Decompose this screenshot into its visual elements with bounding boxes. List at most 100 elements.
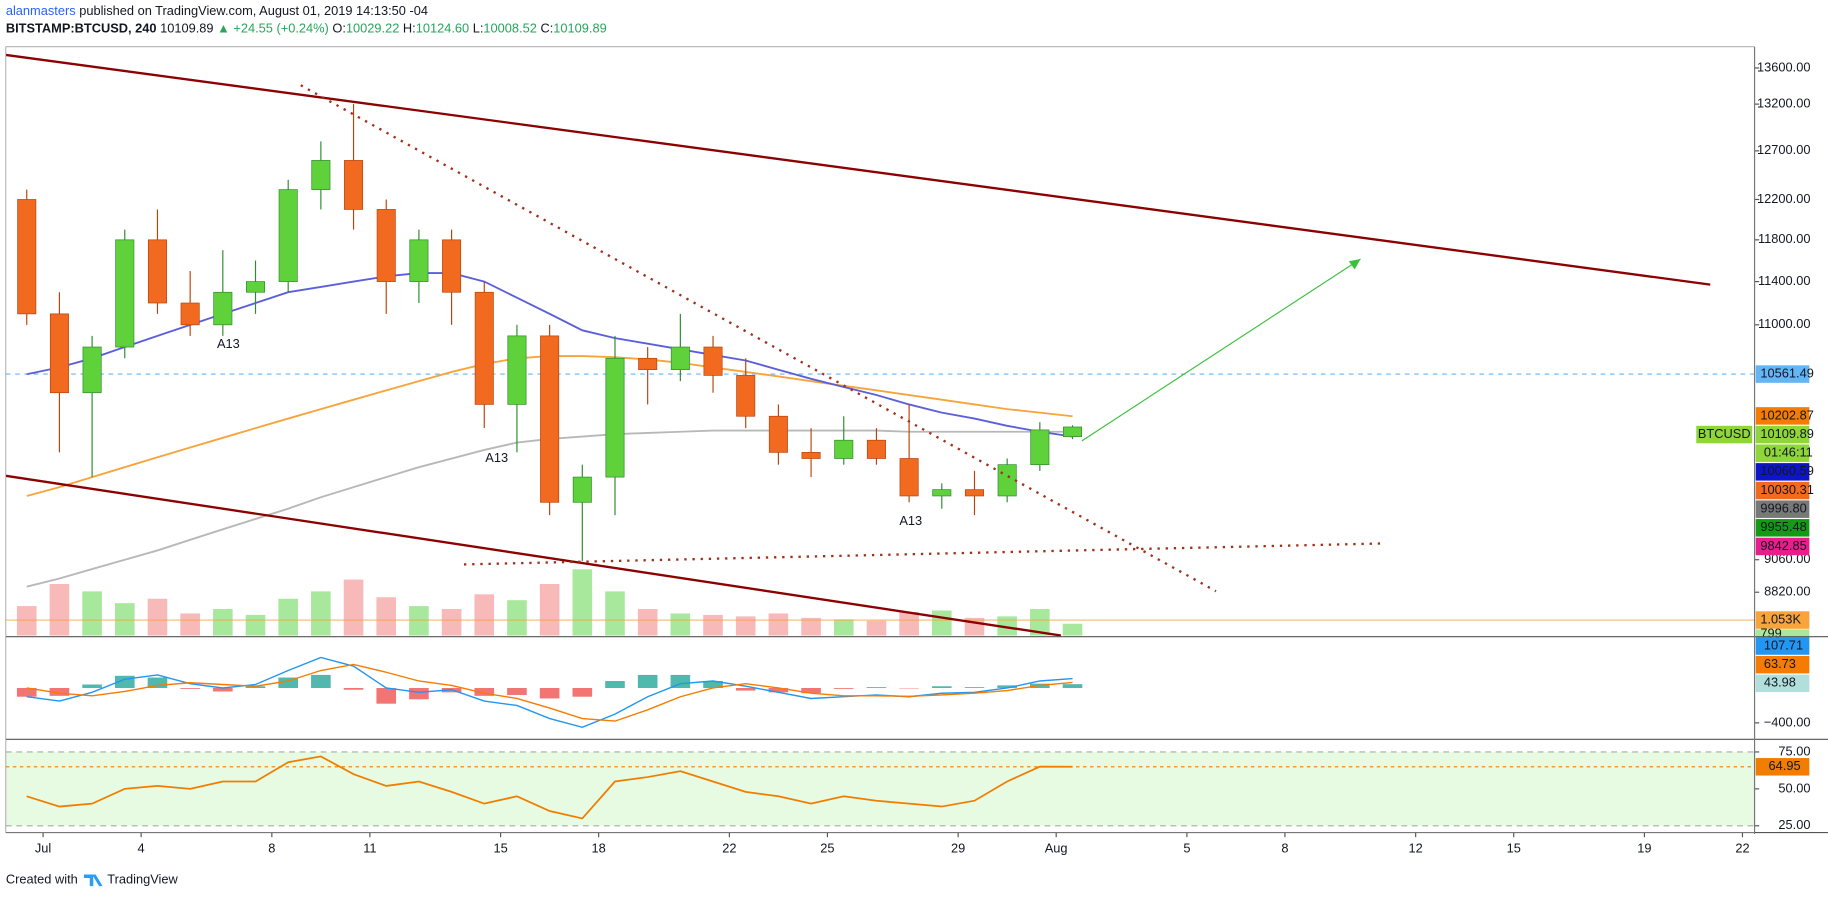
symbol-box bbox=[1696, 425, 1753, 444]
macd-histogram-bar bbox=[735, 687, 756, 691]
x-tick-label: 18 bbox=[592, 840, 606, 855]
candle-body bbox=[1030, 429, 1050, 466]
volume-bar bbox=[572, 569, 593, 636]
rsi-line bbox=[26, 755, 1073, 820]
moving-average bbox=[26, 272, 1073, 438]
volume-bar bbox=[801, 617, 821, 636]
x-tick-label: 22 bbox=[1735, 840, 1749, 855]
volume-bar bbox=[82, 591, 102, 636]
macd-histogram-bar bbox=[278, 677, 298, 688]
volume-bar bbox=[147, 598, 168, 636]
volume-bar bbox=[441, 609, 462, 636]
x-tick-label: Aug bbox=[1045, 840, 1068, 855]
volume-bar bbox=[343, 579, 364, 636]
c-label: C: bbox=[540, 21, 553, 36]
price-label-box bbox=[1755, 519, 1810, 537]
volume-bar bbox=[605, 591, 625, 636]
candle-body bbox=[507, 335, 527, 405]
macd-histogram-bar bbox=[833, 687, 854, 689]
candle-body bbox=[17, 199, 37, 315]
price-label-box bbox=[1755, 500, 1810, 518]
footer-brand[interactable]: TradingView bbox=[107, 872, 178, 887]
macd-histogram-bar bbox=[605, 681, 625, 688]
candle-body bbox=[474, 291, 494, 405]
volume-bar bbox=[474, 594, 495, 636]
candle-body bbox=[997, 464, 1017, 497]
volume-bar bbox=[931, 610, 952, 636]
volume-ma-box bbox=[1755, 611, 1810, 629]
volume-bar bbox=[768, 613, 789, 636]
macd-histogram-bar bbox=[866, 687, 887, 688]
candle-body bbox=[409, 239, 429, 282]
price-label: 9955.48 bbox=[1760, 519, 1806, 534]
x-tick-label: 29 bbox=[951, 840, 965, 855]
x-tick-label: 25 bbox=[820, 840, 834, 855]
countdown: 01:46:11 bbox=[1764, 445, 1813, 460]
volume-bar bbox=[997, 616, 1017, 636]
volume-ma-label: 1.053K bbox=[1760, 611, 1801, 626]
last: 10109.89 bbox=[160, 21, 213, 36]
rsi-value-label: 64.95 bbox=[1769, 758, 1801, 773]
macd-histogram-bar bbox=[670, 674, 691, 688]
volume-bar bbox=[376, 597, 397, 636]
macd-histogram-bar bbox=[572, 687, 593, 697]
candle-body bbox=[572, 476, 592, 503]
brand-logo bbox=[83, 874, 103, 887]
channel-upper bbox=[5, 53, 1711, 286]
macd-histogram-bar bbox=[539, 687, 560, 699]
candle-body bbox=[736, 375, 756, 417]
price-label-box bbox=[1755, 481, 1810, 500]
candle-body bbox=[115, 239, 135, 348]
volume-last-box bbox=[1755, 629, 1810, 638]
macd-histogram-bar bbox=[1062, 684, 1083, 688]
x-tick-label: 8 bbox=[268, 840, 275, 855]
macd-histogram-bar bbox=[343, 687, 364, 690]
volume-bar bbox=[866, 620, 887, 636]
price-label-box bbox=[1755, 425, 1810, 444]
arrow: ▲ bbox=[217, 21, 230, 36]
macd-histogram-bar bbox=[16, 687, 37, 697]
x-tick-label: 19 bbox=[1637, 840, 1651, 855]
x-tick-label: 4 bbox=[138, 840, 145, 855]
price-label-box bbox=[1755, 537, 1810, 556]
macd-histogram-bar bbox=[180, 687, 200, 689]
price-label-box bbox=[1755, 365, 1810, 383]
price-label: 10060.59 bbox=[1760, 463, 1813, 478]
change: +24.55 (+0.24%) bbox=[233, 21, 328, 36]
candle-body bbox=[49, 313, 69, 394]
candle-body bbox=[278, 189, 298, 282]
candle-body bbox=[344, 160, 364, 210]
arrow-head bbox=[1348, 258, 1361, 270]
price-label: 9842.85 bbox=[1760, 538, 1806, 553]
price-label: 9996.80 bbox=[1760, 501, 1806, 516]
price-label: 10030.31 bbox=[1760, 482, 1813, 497]
volume-bar bbox=[703, 614, 723, 636]
macd-value-label: 43.98 bbox=[1764, 675, 1796, 690]
l-label: L: bbox=[473, 21, 484, 36]
candle-body bbox=[932, 489, 952, 497]
price-label-box bbox=[1755, 407, 1810, 425]
volume-bar bbox=[507, 600, 527, 636]
l-value: 10008.52 bbox=[483, 21, 536, 36]
y-tick-label: 11400.00 bbox=[1758, 273, 1811, 288]
candle-body bbox=[442, 239, 462, 293]
volume-bar bbox=[278, 598, 298, 636]
macd-histogram-bar bbox=[376, 687, 397, 704]
macd-histogram-bar bbox=[703, 681, 723, 688]
symbol: BITSTAMP:BTCUSD, 240 bbox=[6, 21, 157, 36]
x-tick-label: 5 bbox=[1183, 840, 1190, 855]
candle-body bbox=[311, 160, 331, 190]
macd-tick-label: −400.00 bbox=[1764, 714, 1811, 729]
c-value: 10109.89 bbox=[553, 21, 606, 36]
macd-signal-line bbox=[26, 663, 1073, 722]
volume-bar bbox=[539, 584, 560, 636]
macd-histogram-bar bbox=[213, 687, 233, 692]
symbol-label: BTCUSD bbox=[1698, 426, 1751, 441]
y-tick-label: 11000.00 bbox=[1758, 316, 1811, 331]
y-tick-label: 8820.00 bbox=[1764, 584, 1810, 599]
macd-value-label: 63.73 bbox=[1764, 656, 1796, 671]
symbol-line: BITSTAMP:BTCUSD, 240 10109.89 ▲ +24.55 (… bbox=[6, 21, 607, 36]
candle-body bbox=[540, 335, 560, 503]
volume-bar bbox=[114, 603, 135, 636]
